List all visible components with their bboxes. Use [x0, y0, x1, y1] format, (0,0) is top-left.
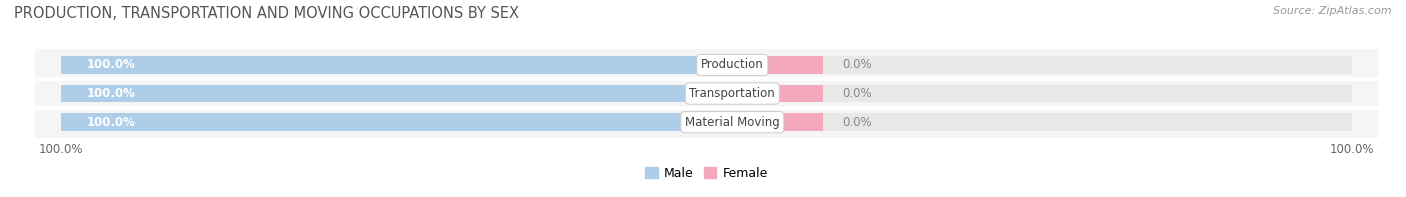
- Bar: [733, 113, 823, 131]
- Text: Transportation: Transportation: [689, 87, 775, 100]
- Bar: [60, 113, 1353, 131]
- Legend: Male, Female: Male, Female: [640, 162, 773, 185]
- Text: 100.0%: 100.0%: [87, 59, 135, 72]
- Bar: [60, 85, 733, 102]
- Text: 0.0%: 0.0%: [842, 59, 872, 72]
- Bar: [733, 56, 823, 74]
- Bar: [733, 85, 823, 102]
- Bar: [60, 113, 733, 131]
- Text: 0.0%: 0.0%: [842, 87, 872, 100]
- Text: 0.0%: 0.0%: [842, 116, 872, 129]
- Text: Source: ZipAtlas.com: Source: ZipAtlas.com: [1274, 6, 1392, 16]
- Bar: [60, 56, 733, 74]
- Text: PRODUCTION, TRANSPORTATION AND MOVING OCCUPATIONS BY SEX: PRODUCTION, TRANSPORTATION AND MOVING OC…: [14, 6, 519, 21]
- Text: Production: Production: [702, 59, 763, 72]
- Text: 100.0%: 100.0%: [87, 116, 135, 129]
- Bar: [60, 56, 1353, 74]
- Text: 100.0%: 100.0%: [87, 87, 135, 100]
- Text: Material Moving: Material Moving: [685, 116, 780, 129]
- Bar: [60, 85, 1353, 102]
